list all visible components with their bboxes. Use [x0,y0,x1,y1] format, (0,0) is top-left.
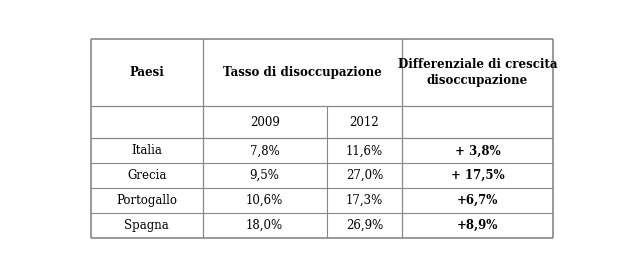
Text: Portogallo: Portogallo [116,194,177,207]
Text: + 17,5%: + 17,5% [451,169,504,182]
Text: Differenziale di crescita
disoccupazione: Differenziale di crescita disoccupazione [398,58,557,87]
Text: 10,6%: 10,6% [246,194,283,207]
Text: 18,0%: 18,0% [246,219,283,232]
Text: Italia: Italia [131,144,162,157]
Text: Grecia: Grecia [127,169,166,182]
Text: +8,9%: +8,9% [457,219,498,232]
Text: 27,0%: 27,0% [346,169,383,182]
Text: 11,6%: 11,6% [346,144,383,157]
Text: 2009: 2009 [250,116,279,129]
Text: Tasso di disoccupazione: Tasso di disoccupazione [223,66,382,79]
Text: Paesi: Paesi [129,66,164,79]
Text: 2012: 2012 [350,116,379,129]
Text: 9,5%: 9,5% [250,169,279,182]
Text: 7,8%: 7,8% [250,144,279,157]
Text: Spagna: Spagna [124,219,169,232]
Text: 17,3%: 17,3% [346,194,383,207]
Text: 26,9%: 26,9% [346,219,383,232]
Text: + 3,8%: + 3,8% [455,144,501,157]
Text: +6,7%: +6,7% [457,194,498,207]
